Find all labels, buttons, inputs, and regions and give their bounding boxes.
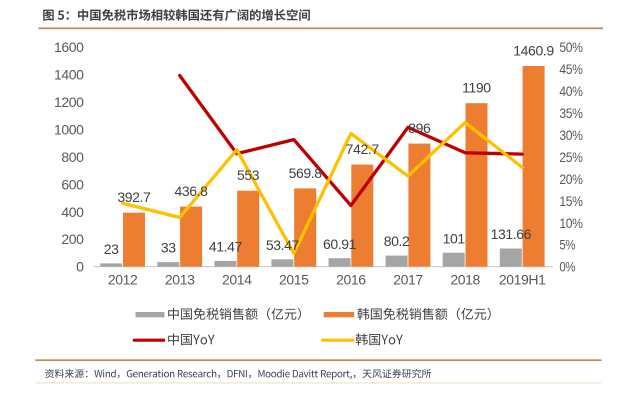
svg-text:0%: 0% <box>559 259 575 275</box>
svg-text:45%: 45% <box>559 61 582 77</box>
svg-text:569.8: 569.8 <box>289 165 323 181</box>
svg-text:35%: 35% <box>559 105 582 121</box>
svg-text:15%: 15% <box>559 193 582 209</box>
svg-text:800: 800 <box>61 149 84 165</box>
svg-text:30%: 30% <box>559 127 582 143</box>
svg-text:2014: 2014 <box>222 272 252 288</box>
svg-text:40%: 40% <box>559 83 582 99</box>
svg-text:50%: 50% <box>559 39 582 55</box>
svg-text:1460.9: 1460.9 <box>513 42 554 58</box>
svg-text:41.47: 41.47 <box>209 239 243 255</box>
svg-text:600: 600 <box>61 176 84 192</box>
svg-text:23: 23 <box>104 241 119 257</box>
svg-text:0: 0 <box>76 259 84 275</box>
svg-text:2017: 2017 <box>393 272 423 288</box>
svg-text:2012: 2012 <box>108 272 138 288</box>
svg-text:1190: 1190 <box>462 80 491 96</box>
svg-text:25%: 25% <box>559 149 582 165</box>
svg-text:553: 553 <box>237 167 260 183</box>
svg-text:1200: 1200 <box>54 94 84 110</box>
svg-text:80.2: 80.2 <box>384 233 410 249</box>
svg-text:1600: 1600 <box>54 39 84 55</box>
svg-text:200: 200 <box>61 231 84 247</box>
svg-text:742.7: 742.7 <box>346 141 380 157</box>
svg-text:53.47: 53.47 <box>266 237 300 253</box>
svg-text:400: 400 <box>61 204 84 220</box>
svg-text:2019H1: 2019H1 <box>499 272 546 288</box>
svg-text:2018: 2018 <box>450 272 480 288</box>
svg-text:10%: 10% <box>559 215 582 231</box>
svg-text:20%: 20% <box>559 171 582 187</box>
svg-text:33: 33 <box>161 240 176 256</box>
svg-text:5%: 5% <box>559 237 575 253</box>
svg-text:1000: 1000 <box>54 121 84 137</box>
svg-text:392.7: 392.7 <box>117 189 151 205</box>
svg-text:2015: 2015 <box>279 272 309 288</box>
svg-text:1400: 1400 <box>54 67 84 83</box>
svg-text:436.8: 436.8 <box>174 183 208 199</box>
svg-text:101: 101 <box>443 230 466 246</box>
svg-text:60.91: 60.91 <box>323 236 357 252</box>
svg-text:2013: 2013 <box>165 272 195 288</box>
svg-text:896: 896 <box>408 120 431 136</box>
svg-text:131.66: 131.66 <box>491 226 532 242</box>
svg-text:2016: 2016 <box>336 272 366 288</box>
